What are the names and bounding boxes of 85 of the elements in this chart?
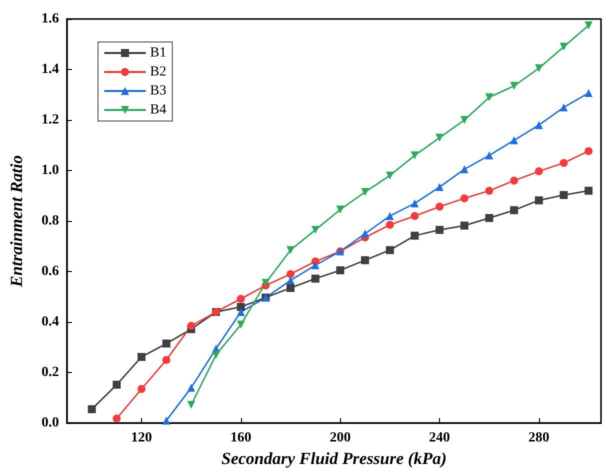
point bbox=[187, 384, 196, 392]
point bbox=[187, 400, 196, 409]
point bbox=[510, 136, 518, 144]
point bbox=[88, 405, 96, 414]
y-tick-label: 1.2 bbox=[42, 112, 59, 128]
point bbox=[112, 414, 121, 423]
point bbox=[236, 308, 245, 316]
point bbox=[436, 134, 444, 142]
y-tick-label: 1.0 bbox=[42, 163, 59, 178]
point bbox=[534, 167, 543, 176]
point bbox=[286, 270, 295, 278]
point bbox=[162, 356, 170, 364]
point bbox=[386, 212, 394, 220]
point bbox=[584, 21, 593, 30]
point bbox=[361, 188, 370, 196]
y-axis-title: Entrainment Ratio bbox=[7, 155, 26, 288]
point bbox=[584, 147, 593, 156]
point bbox=[534, 121, 543, 130]
point bbox=[410, 232, 419, 240]
y-tick-label: 0.8 bbox=[42, 214, 59, 229]
point bbox=[460, 116, 468, 124]
x-axis-title: Secondary Fluid Pressure (kPa) bbox=[221, 449, 447, 468]
point bbox=[236, 302, 245, 311]
point bbox=[436, 226, 444, 234]
point bbox=[510, 206, 518, 214]
point bbox=[138, 352, 146, 361]
point bbox=[361, 256, 370, 264]
point bbox=[236, 294, 245, 303]
point bbox=[262, 278, 270, 287]
point bbox=[311, 226, 320, 234]
point bbox=[560, 191, 568, 200]
point bbox=[485, 93, 494, 102]
y-tick-label: 0.2 bbox=[42, 365, 59, 380]
point bbox=[112, 380, 121, 389]
point bbox=[510, 82, 518, 90]
point bbox=[311, 261, 320, 270]
x-tick-label: 200 bbox=[330, 430, 351, 446]
x-tick-label: 280 bbox=[528, 430, 550, 446]
point bbox=[560, 158, 568, 167]
point bbox=[286, 246, 295, 254]
point bbox=[286, 276, 295, 284]
point bbox=[236, 320, 245, 329]
point bbox=[460, 222, 468, 230]
x-tick-label: 240 bbox=[429, 430, 450, 446]
y-tick-label: 1.4 bbox=[42, 62, 59, 78]
point bbox=[485, 214, 494, 222]
point bbox=[212, 350, 220, 359]
point bbox=[311, 274, 320, 283]
point bbox=[584, 89, 593, 97]
point bbox=[485, 186, 494, 195]
point bbox=[162, 416, 170, 425]
y-tick-label: 0.4 bbox=[42, 314, 59, 330]
x-tick-label: 120 bbox=[131, 430, 152, 446]
point bbox=[386, 172, 394, 180]
point bbox=[286, 284, 295, 292]
point bbox=[386, 246, 394, 254]
point bbox=[584, 186, 593, 195]
point bbox=[138, 385, 146, 393]
point bbox=[534, 196, 543, 204]
point bbox=[485, 151, 494, 160]
point bbox=[410, 212, 419, 220]
y-tick-label: 1.6 bbox=[42, 12, 59, 26]
legend-label: B4 bbox=[150, 102, 166, 118]
legend-label: B2 bbox=[150, 64, 166, 80]
legend-label: B3 bbox=[150, 84, 166, 98]
point bbox=[534, 64, 543, 72]
point bbox=[361, 230, 370, 238]
point bbox=[410, 199, 419, 208]
point bbox=[460, 165, 468, 174]
point bbox=[436, 182, 444, 191]
point bbox=[336, 206, 344, 214]
point bbox=[162, 340, 170, 348]
point bbox=[410, 151, 419, 160]
x-tick-label: 160 bbox=[230, 430, 252, 446]
point bbox=[436, 202, 444, 211]
point bbox=[187, 322, 196, 330]
y-tick-label: 0.6 bbox=[42, 264, 59, 280]
point bbox=[386, 220, 394, 229]
point bbox=[560, 103, 568, 112]
legend-label: B1 bbox=[150, 46, 166, 60]
y-tick-label: 0.0 bbox=[42, 416, 59, 431]
point bbox=[560, 42, 568, 51]
point bbox=[336, 266, 344, 274]
point bbox=[460, 194, 468, 202]
point bbox=[510, 176, 518, 185]
